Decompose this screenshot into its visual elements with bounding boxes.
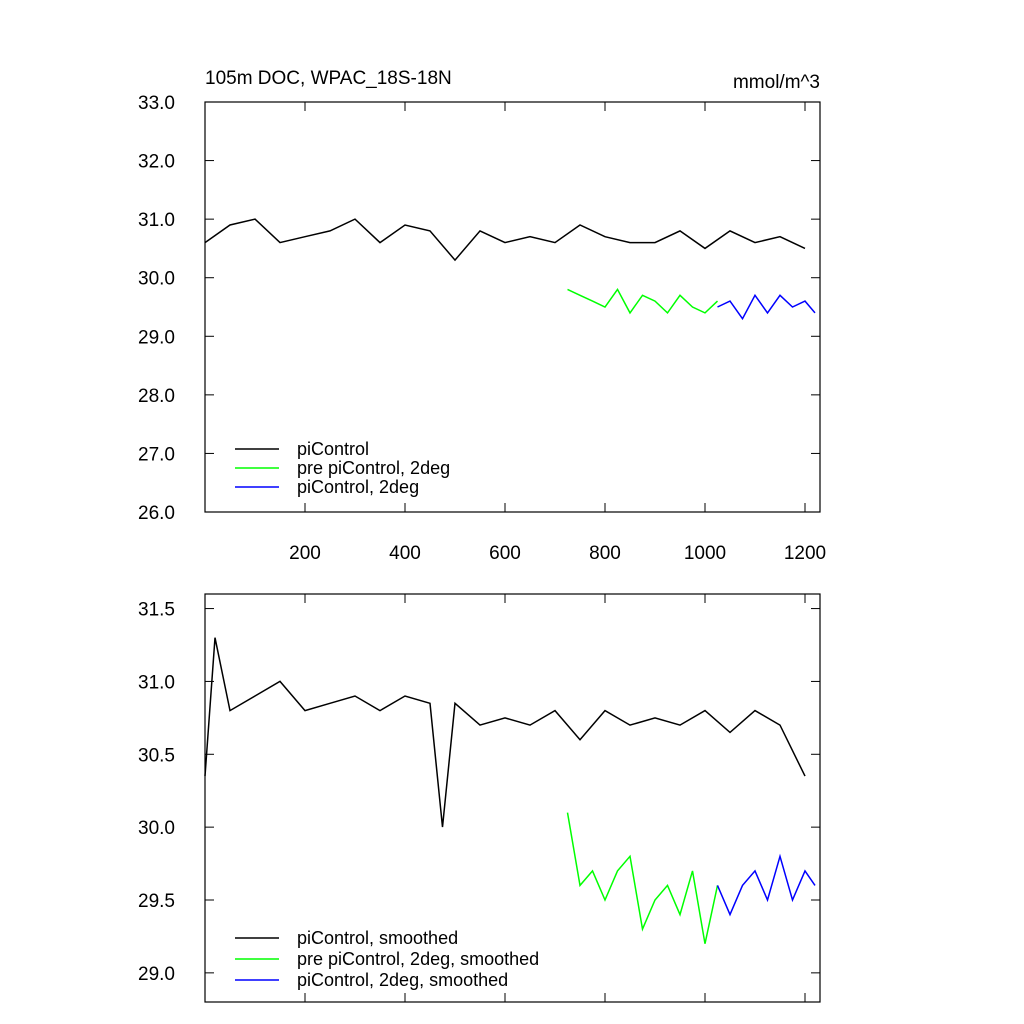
bottom-panel: 29.0 29.5 30.0 30.5 31.0 31.5 piControl, smoo…: [138, 593, 821, 1003]
y-tick-label: 29.0: [138, 964, 175, 985]
x-tick-label: 1200: [784, 543, 826, 564]
series-line-top-1: [567, 287, 719, 315]
legend-label: piControl, 2deg, smoothed: [297, 970, 508, 990]
bottom-ticks-group: 29.0 29.5 30.0 30.5 31.0 31.5: [138, 594, 820, 1002]
series-line-bot-1: [566, 812, 719, 944]
y-tick-label: 29.0: [138, 327, 175, 348]
top-panel: 105m DOC, WPAC_18S-18N mmol/m^3 26.0 27.0…: [138, 68, 826, 564]
bottom-plot-frame: [204, 593, 821, 1003]
y-tick-label: 28.0: [138, 386, 175, 407]
bottom-series-group: [204, 637, 816, 944]
legend-label: piControl, 2deg: [297, 477, 419, 497]
legend-label: piControl, smoothed: [297, 928, 458, 948]
y-tick-label: 32.0: [138, 152, 175, 173]
x-tick-label: 1000: [684, 543, 726, 564]
top-series-group: [204, 218, 816, 321]
legend-label: piControl: [297, 439, 369, 459]
series-line-top-2: [717, 293, 816, 321]
top-ticks-group: 26.0 27.0 28.0 29.0 30.0 31.0 32.0 33.0 200 400 60…: [138, 93, 826, 564]
units-label: mmol/m^3: [733, 72, 820, 93]
y-tick-label: 31.0: [138, 210, 175, 231]
chart-title: 105m DOC, WPAC_18S-18N: [205, 68, 452, 89]
legend-label: pre piControl, 2deg, smoothed: [297, 949, 539, 969]
x-tick-label: 200: [289, 543, 321, 564]
y-tick-label: 29.5: [138, 891, 175, 912]
x-tick-label: 800: [589, 543, 621, 564]
y-tick-label: 30.0: [138, 269, 175, 290]
series-line-bot-2: [716, 853, 816, 917]
y-tick-label: 31.5: [138, 600, 175, 621]
y-tick-label: 27.0: [138, 444, 175, 465]
legend-label: pre piControl, 2deg: [297, 458, 450, 478]
x-tick-label: 600: [489, 543, 521, 564]
y-tick-label: 26.0: [138, 503, 175, 524]
y-tick-label: 30.5: [138, 745, 175, 766]
y-tick-label: 31.0: [138, 672, 175, 693]
y-tick-label: 30.0: [138, 818, 175, 839]
y-tick-label: 33.0: [138, 93, 175, 114]
x-tick-label: 400: [389, 543, 421, 564]
series-line-bot-0: [204, 637, 806, 828]
series-line-top-0: [204, 218, 806, 262]
top-plot-frame: [204, 101, 821, 513]
